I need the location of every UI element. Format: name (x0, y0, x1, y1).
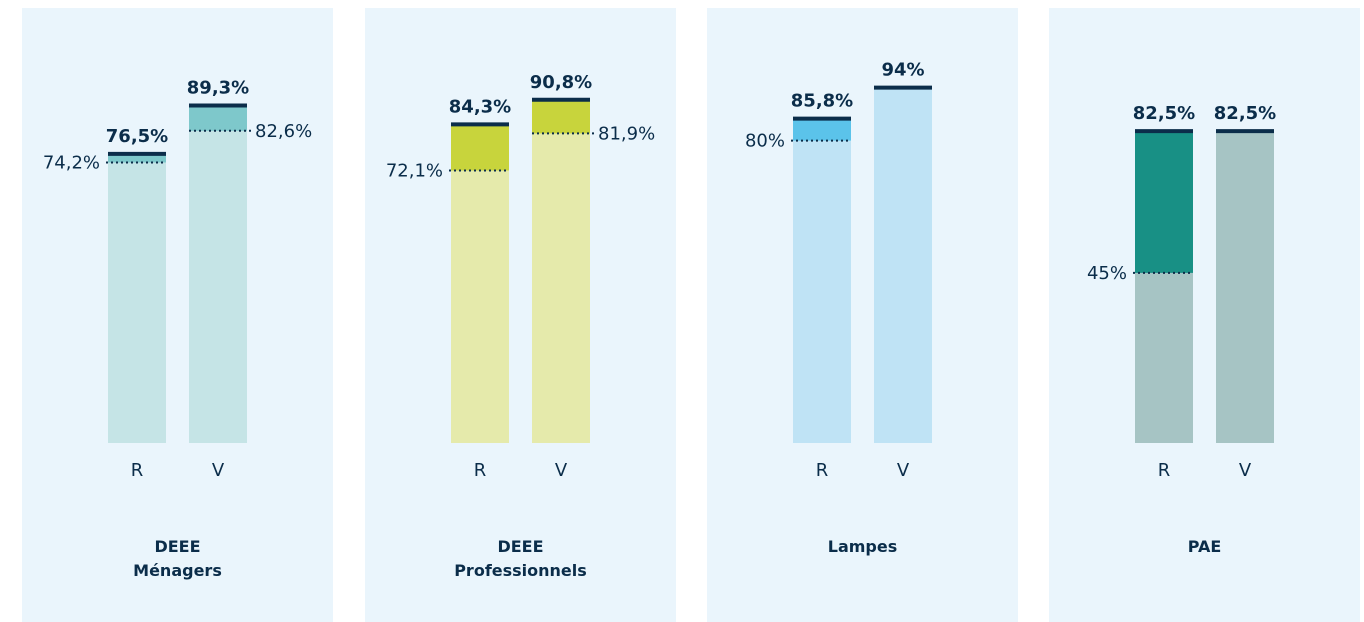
chart: 74,2% 76,5% R 82,6% 89,3% V (43, 77, 312, 481)
value-label: 76,5% (106, 126, 168, 147)
x-tick-label: R (816, 460, 829, 481)
target-label: 72,1% (386, 160, 443, 181)
bar (1216, 131, 1274, 443)
bar-increment (189, 105, 247, 131)
bar (874, 87, 932, 444)
x-tick-label: V (897, 460, 910, 481)
target-label: 82,6% (255, 121, 312, 142)
bar-increment (108, 153, 166, 163)
x-tick-label: V (1239, 460, 1252, 481)
x-tick-label: R (131, 460, 144, 481)
x-tick-label: R (474, 460, 487, 481)
bar (793, 118, 851, 444)
x-tick-label: R (1158, 460, 1171, 481)
chart-title: DEEE Professionnels (454, 537, 587, 580)
bar-increment (451, 124, 509, 171)
value-label: 90,8% (530, 72, 592, 93)
chart: 45% 82,5% R 82,5% V (1087, 103, 1276, 481)
value-label: 89,3% (187, 77, 249, 98)
bar-increment (1135, 131, 1193, 273)
bar-increment (793, 118, 851, 141)
chart-panel: 45% 82,5% R 82,5% V PAE (1049, 8, 1360, 622)
target-label: 45% (1087, 263, 1127, 284)
chart-title: Lampes (827, 537, 898, 556)
bar (189, 105, 247, 444)
x-tick-label: V (212, 460, 225, 481)
chart-panel: 72,1% 84,3% R 81,9% 90,8% V DEEE Professionnel… (365, 8, 676, 622)
chart: 72,1% 84,3% R 81,9% 90,8% V (386, 72, 655, 481)
bar-increment (532, 99, 590, 134)
target-label: 81,9% (598, 123, 655, 144)
chart-panel: 74,2% 76,5% R 82,6% 89,3% V DEEE Ménagers (22, 8, 333, 622)
value-label: 85,8% (791, 91, 853, 112)
chart-title: PAE (1187, 537, 1222, 556)
bar (532, 99, 590, 443)
target-label: 74,2% (43, 153, 100, 174)
chart: 80% 85,8% R 94% V (745, 60, 932, 481)
value-label: 84,3% (449, 96, 511, 117)
target-label: 80% (745, 131, 785, 152)
x-tick-label: V (555, 460, 568, 481)
chart-title: DEEE Ménagers (133, 537, 222, 580)
value-label: 94% (881, 60, 924, 81)
value-label: 82,5% (1214, 103, 1276, 124)
chart-panel: 80% 85,8% R 94% V Lampes (707, 8, 1018, 622)
value-label: 82,5% (1133, 103, 1195, 124)
bar (108, 153, 166, 443)
bar (451, 124, 509, 443)
